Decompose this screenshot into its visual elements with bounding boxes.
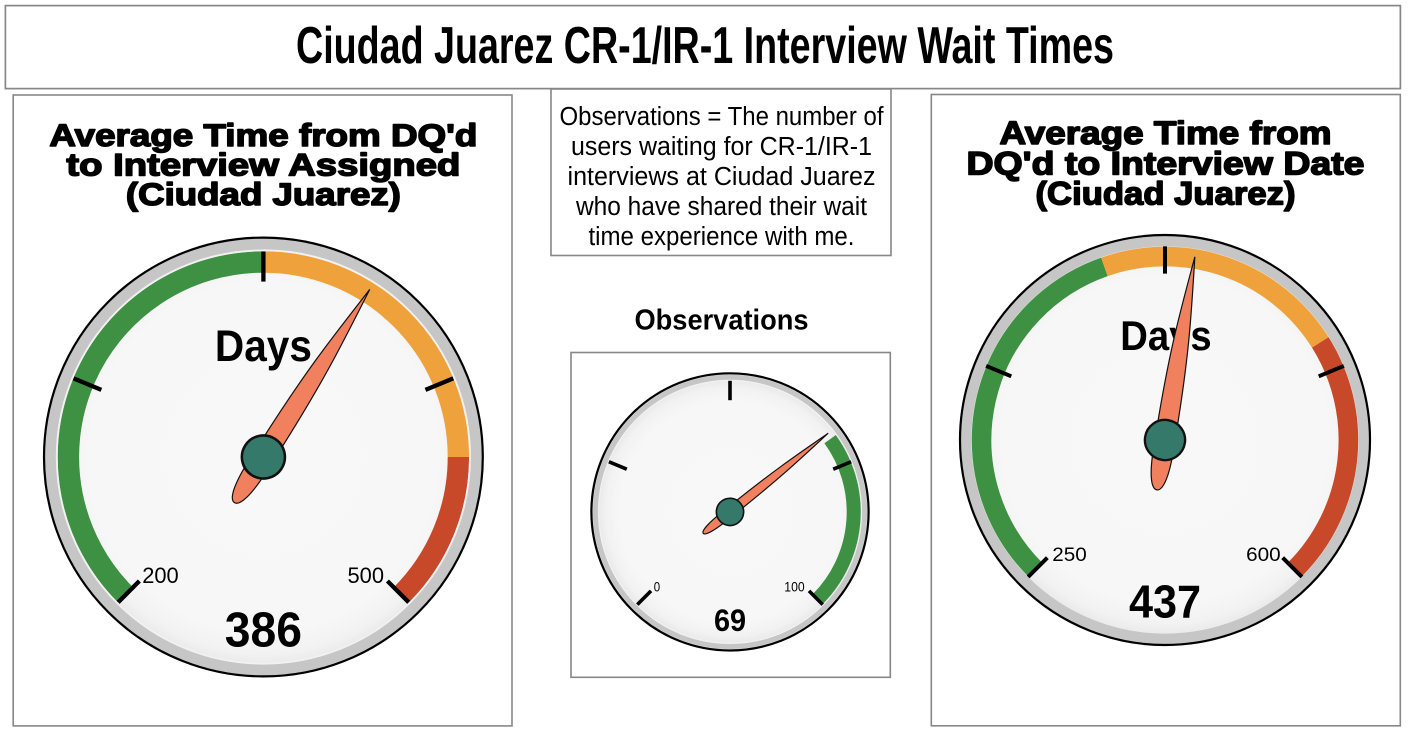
svg-text:250: 250 bbox=[1052, 544, 1087, 566]
svg-text:interviews at Ciudad Juarez: interviews at Ciudad Juarez bbox=[568, 163, 876, 191]
svg-text:Average Time from DQ'd: Average Time from DQ'd bbox=[49, 117, 477, 153]
svg-text:0: 0 bbox=[654, 579, 661, 594]
svg-text:(Ciudad Juarez): (Ciudad Juarez) bbox=[1036, 176, 1296, 212]
svg-text:Average Time from: Average Time from bbox=[1000, 115, 1332, 151]
svg-text:Days: Days bbox=[1120, 312, 1211, 359]
svg-text:(Ciudad Juarez): (Ciudad Juarez) bbox=[126, 176, 401, 212]
svg-text:users waiting for CR-1/IR-1: users waiting for CR-1/IR-1 bbox=[571, 133, 872, 161]
svg-text:time experience with me.: time experience with me. bbox=[589, 223, 855, 251]
svg-text:Observations = The number of: Observations = The number of bbox=[560, 103, 885, 131]
svg-text:DQ'd to Interview Date: DQ'd to Interview Date bbox=[967, 145, 1365, 181]
svg-text:386: 386 bbox=[225, 604, 302, 658]
svg-text:Ciudad Juarez CR-1/IR-1 Interv: Ciudad Juarez CR-1/IR-1 Interview Wait T… bbox=[296, 17, 1114, 75]
svg-text:600: 600 bbox=[1246, 544, 1281, 566]
svg-text:Days: Days bbox=[215, 322, 312, 371]
svg-text:who have shared their wait: who have shared their wait bbox=[575, 193, 867, 221]
svg-text:Observations: Observations bbox=[635, 305, 809, 337]
svg-text:437: 437 bbox=[1129, 576, 1201, 628]
svg-text:100: 100 bbox=[784, 579, 805, 594]
svg-text:to Interview Assigned: to Interview Assigned bbox=[66, 147, 460, 183]
svg-text:500: 500 bbox=[348, 563, 385, 588]
svg-text:200: 200 bbox=[142, 563, 179, 588]
svg-text:69: 69 bbox=[714, 602, 746, 638]
